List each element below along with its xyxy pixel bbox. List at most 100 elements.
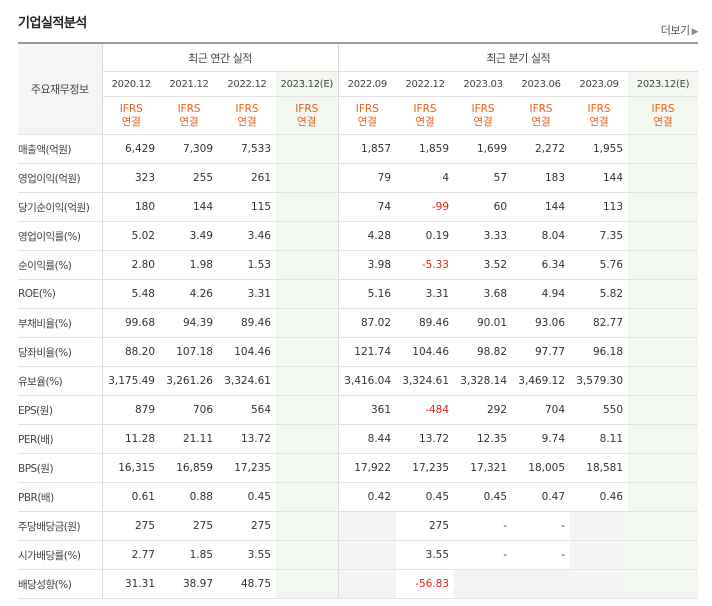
row-label: 시가배당률(%) bbox=[18, 540, 103, 570]
table-row: 매출액(억원) 6,429 7,309 7,533 1,857 1,859 1,699 2,2… bbox=[18, 134, 699, 164]
data-cell: 13.72 bbox=[396, 424, 455, 454]
data-cell bbox=[276, 308, 339, 338]
data-cell: 3.98 bbox=[338, 250, 397, 280]
financial-table: 주요재무정보 최근 연간 실적 최근 분기 실적 2020.12 2021.12 2… bbox=[18, 42, 699, 599]
data-cell bbox=[628, 134, 699, 164]
data-cell: 0.45 bbox=[396, 482, 455, 512]
data-cell: 3.55 bbox=[396, 540, 455, 570]
table-row: 배당성향(%) 31.31 38.97 48.75 -56.83 bbox=[18, 569, 699, 599]
table-row: 당좌비율(%) 88.20 107.18 104.46 121.74 104.46 98.8… bbox=[18, 337, 699, 367]
consolidated-label: 연결 bbox=[297, 115, 317, 128]
consolidated-label: 연결 bbox=[531, 115, 551, 128]
data-cell: 8.11 bbox=[570, 424, 629, 454]
consolidated-label: 연결 bbox=[415, 115, 435, 128]
data-cell: 3.55 bbox=[218, 540, 276, 570]
data-cell: 0.19 bbox=[396, 221, 455, 251]
data-cell: 275 bbox=[102, 511, 160, 541]
data-cell: 97.77 bbox=[512, 337, 571, 367]
data-cell bbox=[276, 250, 339, 280]
data-cell: 74 bbox=[338, 192, 397, 222]
data-cell bbox=[276, 482, 339, 512]
data-cell: 57 bbox=[454, 163, 513, 193]
row-label: 부채비율(%) bbox=[18, 308, 103, 338]
data-cell bbox=[276, 192, 339, 222]
data-cell: 113 bbox=[570, 192, 629, 222]
data-cell: 0.61 bbox=[102, 482, 160, 512]
row-label: PER(배) bbox=[18, 424, 103, 454]
accounting-standard-cell: IFRS 연결 bbox=[160, 96, 218, 135]
data-cell: 275 bbox=[218, 511, 276, 541]
data-cell: 183 bbox=[512, 163, 571, 193]
ifrs-label: IFRS bbox=[355, 102, 379, 115]
data-cell bbox=[276, 163, 339, 193]
data-cell: 93.06 bbox=[512, 308, 571, 338]
ifrs-label: IFRS bbox=[235, 102, 259, 115]
data-cell bbox=[338, 511, 397, 541]
data-cell: 21.11 bbox=[160, 424, 218, 454]
data-cell: 17,235 bbox=[396, 453, 455, 483]
data-cell: 5.82 bbox=[570, 279, 629, 309]
data-cell: 255 bbox=[160, 163, 218, 193]
row-label: 영업이익률(%) bbox=[18, 221, 103, 251]
accounting-standard-cell: IFRS 연결 bbox=[570, 96, 629, 135]
row-label: ROE(%) bbox=[18, 279, 103, 309]
period-header: 2022.09 bbox=[338, 71, 397, 97]
data-cell: 107.18 bbox=[160, 337, 218, 367]
data-cell: 144 bbox=[160, 192, 218, 222]
ifrs-label: IFRS bbox=[587, 102, 611, 115]
data-cell bbox=[276, 366, 339, 396]
group-quarter-header: 최근 분기 실적 bbox=[338, 42, 699, 72]
data-cell bbox=[570, 540, 629, 570]
data-cell bbox=[276, 453, 339, 483]
data-cell: - bbox=[512, 540, 571, 570]
data-cell: 292 bbox=[454, 395, 513, 425]
data-cell: 144 bbox=[512, 192, 571, 222]
more-link-label: 더보기 bbox=[660, 24, 690, 37]
row-label: 배당성향(%) bbox=[18, 569, 103, 599]
period-header: 2023.12(E) bbox=[628, 71, 699, 97]
period-header: 2023.06 bbox=[512, 71, 571, 97]
data-cell bbox=[628, 424, 699, 454]
data-cell: 88.20 bbox=[102, 337, 160, 367]
table-row: 주당배당금(원) 275 275 275 275- - bbox=[18, 511, 699, 541]
data-cell: 9.74 bbox=[512, 424, 571, 454]
data-cell bbox=[276, 424, 339, 454]
data-cell: 706 bbox=[160, 395, 218, 425]
row-label: 당좌비율(%) bbox=[18, 337, 103, 367]
data-cell: 3,469.12 bbox=[512, 366, 571, 396]
data-cell: 275 bbox=[160, 511, 218, 541]
data-cell: 2.80 bbox=[102, 250, 160, 280]
accounting-standard-cell: IFRS 연결 bbox=[628, 96, 699, 135]
data-cell: 3,324.61 bbox=[218, 366, 276, 396]
consolidated-label: 연결 bbox=[121, 115, 141, 128]
period-header: 2022.12 bbox=[396, 71, 455, 97]
data-cell: 89.46 bbox=[396, 308, 455, 338]
data-cell: 94.39 bbox=[160, 308, 218, 338]
data-cell: 17,235 bbox=[218, 453, 276, 483]
data-cell bbox=[570, 569, 629, 599]
data-cell: 98.82 bbox=[454, 337, 513, 367]
data-cell: 13.72 bbox=[218, 424, 276, 454]
data-cell bbox=[628, 337, 699, 367]
data-cell: 3,328.14 bbox=[454, 366, 513, 396]
data-cell: 8.04 bbox=[512, 221, 571, 251]
data-cell bbox=[628, 366, 699, 396]
data-cell: 11.28 bbox=[102, 424, 160, 454]
data-cell: 31.31 bbox=[102, 569, 160, 599]
data-cell: 1,955 bbox=[570, 134, 629, 164]
data-cell: -484 bbox=[396, 395, 455, 425]
data-cell: 3.31 bbox=[218, 279, 276, 309]
data-cell: 4.28 bbox=[338, 221, 397, 251]
more-link[interactable]: 더보기 ▶ bbox=[660, 22, 699, 38]
data-cell: 4 bbox=[396, 163, 455, 193]
data-cell bbox=[628, 250, 699, 280]
period-header: 2023.12(E) bbox=[276, 71, 339, 97]
data-cell: 275 bbox=[396, 511, 455, 541]
data-cell: 104.46 bbox=[396, 337, 455, 367]
table-row: 시가배당률(%) 2.77 1.85 3.55 3.55- - bbox=[18, 540, 699, 570]
period-header: 2023.09 bbox=[570, 71, 629, 97]
row-label: 영업이익(억원) bbox=[18, 163, 103, 193]
data-cell: 1.53 bbox=[218, 250, 276, 280]
chevron-right-icon: ▶ bbox=[691, 27, 699, 37]
